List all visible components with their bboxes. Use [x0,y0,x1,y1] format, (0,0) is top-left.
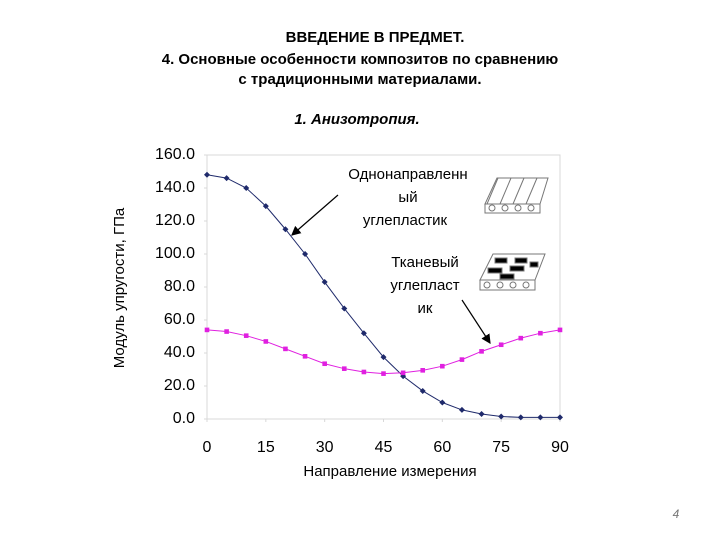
slide-subheading: 4. Основные особенности композитов по ср… [162,51,559,68]
point [459,357,465,362]
point [282,226,289,233]
x-tick-label: 75 [492,439,510,456]
annotation-arrow [291,194,339,236]
point [517,414,524,421]
x-axis-label: Направление измерения [303,463,476,480]
x-tick-label: 45 [375,439,393,456]
point [361,369,367,375]
point [283,346,288,352]
x-tick-label: 60 [433,439,451,456]
point [223,175,230,182]
point [262,203,269,210]
point [538,330,543,336]
annotation: углепластик [363,212,448,229]
fabric-icon [479,253,546,291]
y-tick-label: 60.0 [164,311,195,328]
point [321,279,328,286]
point [400,370,406,376]
slide-subheading: с традиционными материалами. [238,71,481,88]
point [380,354,387,361]
x-tick-label: 15 [257,439,275,456]
y-tick-label: 40.0 [164,344,195,361]
annotation: ик [418,300,433,317]
point [498,413,505,420]
point [518,335,524,341]
y-tick-label: 0.0 [173,410,195,427]
point [243,333,249,338]
annotation-arrow [461,299,491,345]
point [557,414,563,421]
annotation: Однонаправленн [348,166,467,183]
point [420,368,426,373]
annotation: углепласт [390,277,459,294]
point [224,329,229,334]
y-tick-label: 140.0 [155,179,195,196]
point [498,342,504,348]
page-number: 4 [673,507,680,521]
annotation: ый [398,189,417,206]
point [478,411,485,418]
point [458,406,465,413]
y-tick-label: 160.0 [155,146,195,163]
point [204,327,210,333]
point [360,330,367,337]
slide-heading: ВВЕДЕНИЕ В ПРЕДМЕТ. [286,29,465,46]
point [479,349,484,354]
x-tick-label: 90 [551,439,569,456]
point [302,354,308,359]
section-title: 1. Анизотропия. [294,111,419,128]
point [322,361,327,367]
series-line [206,329,561,375]
point [537,414,544,421]
point [302,251,309,257]
x-tick-label: 30 [316,439,334,456]
x-tick-label: 0 [203,439,212,456]
y-tick-label: 100.0 [155,245,195,262]
point [381,371,386,376]
point [419,387,426,394]
point [341,305,348,312]
point [263,339,269,344]
point [557,327,563,333]
point [439,399,446,406]
point [341,366,347,371]
annotation: Тканевый [391,254,459,271]
y-tick-label: 80.0 [164,278,195,295]
y-tick-label: 120.0 [155,212,195,229]
y-tick-label: 20.0 [164,377,195,394]
unidirectional-icon [484,177,549,214]
point [243,185,250,191]
y-axis-label: Модуль упругости, ГПа [111,207,128,368]
point [204,171,210,178]
point [440,363,445,369]
